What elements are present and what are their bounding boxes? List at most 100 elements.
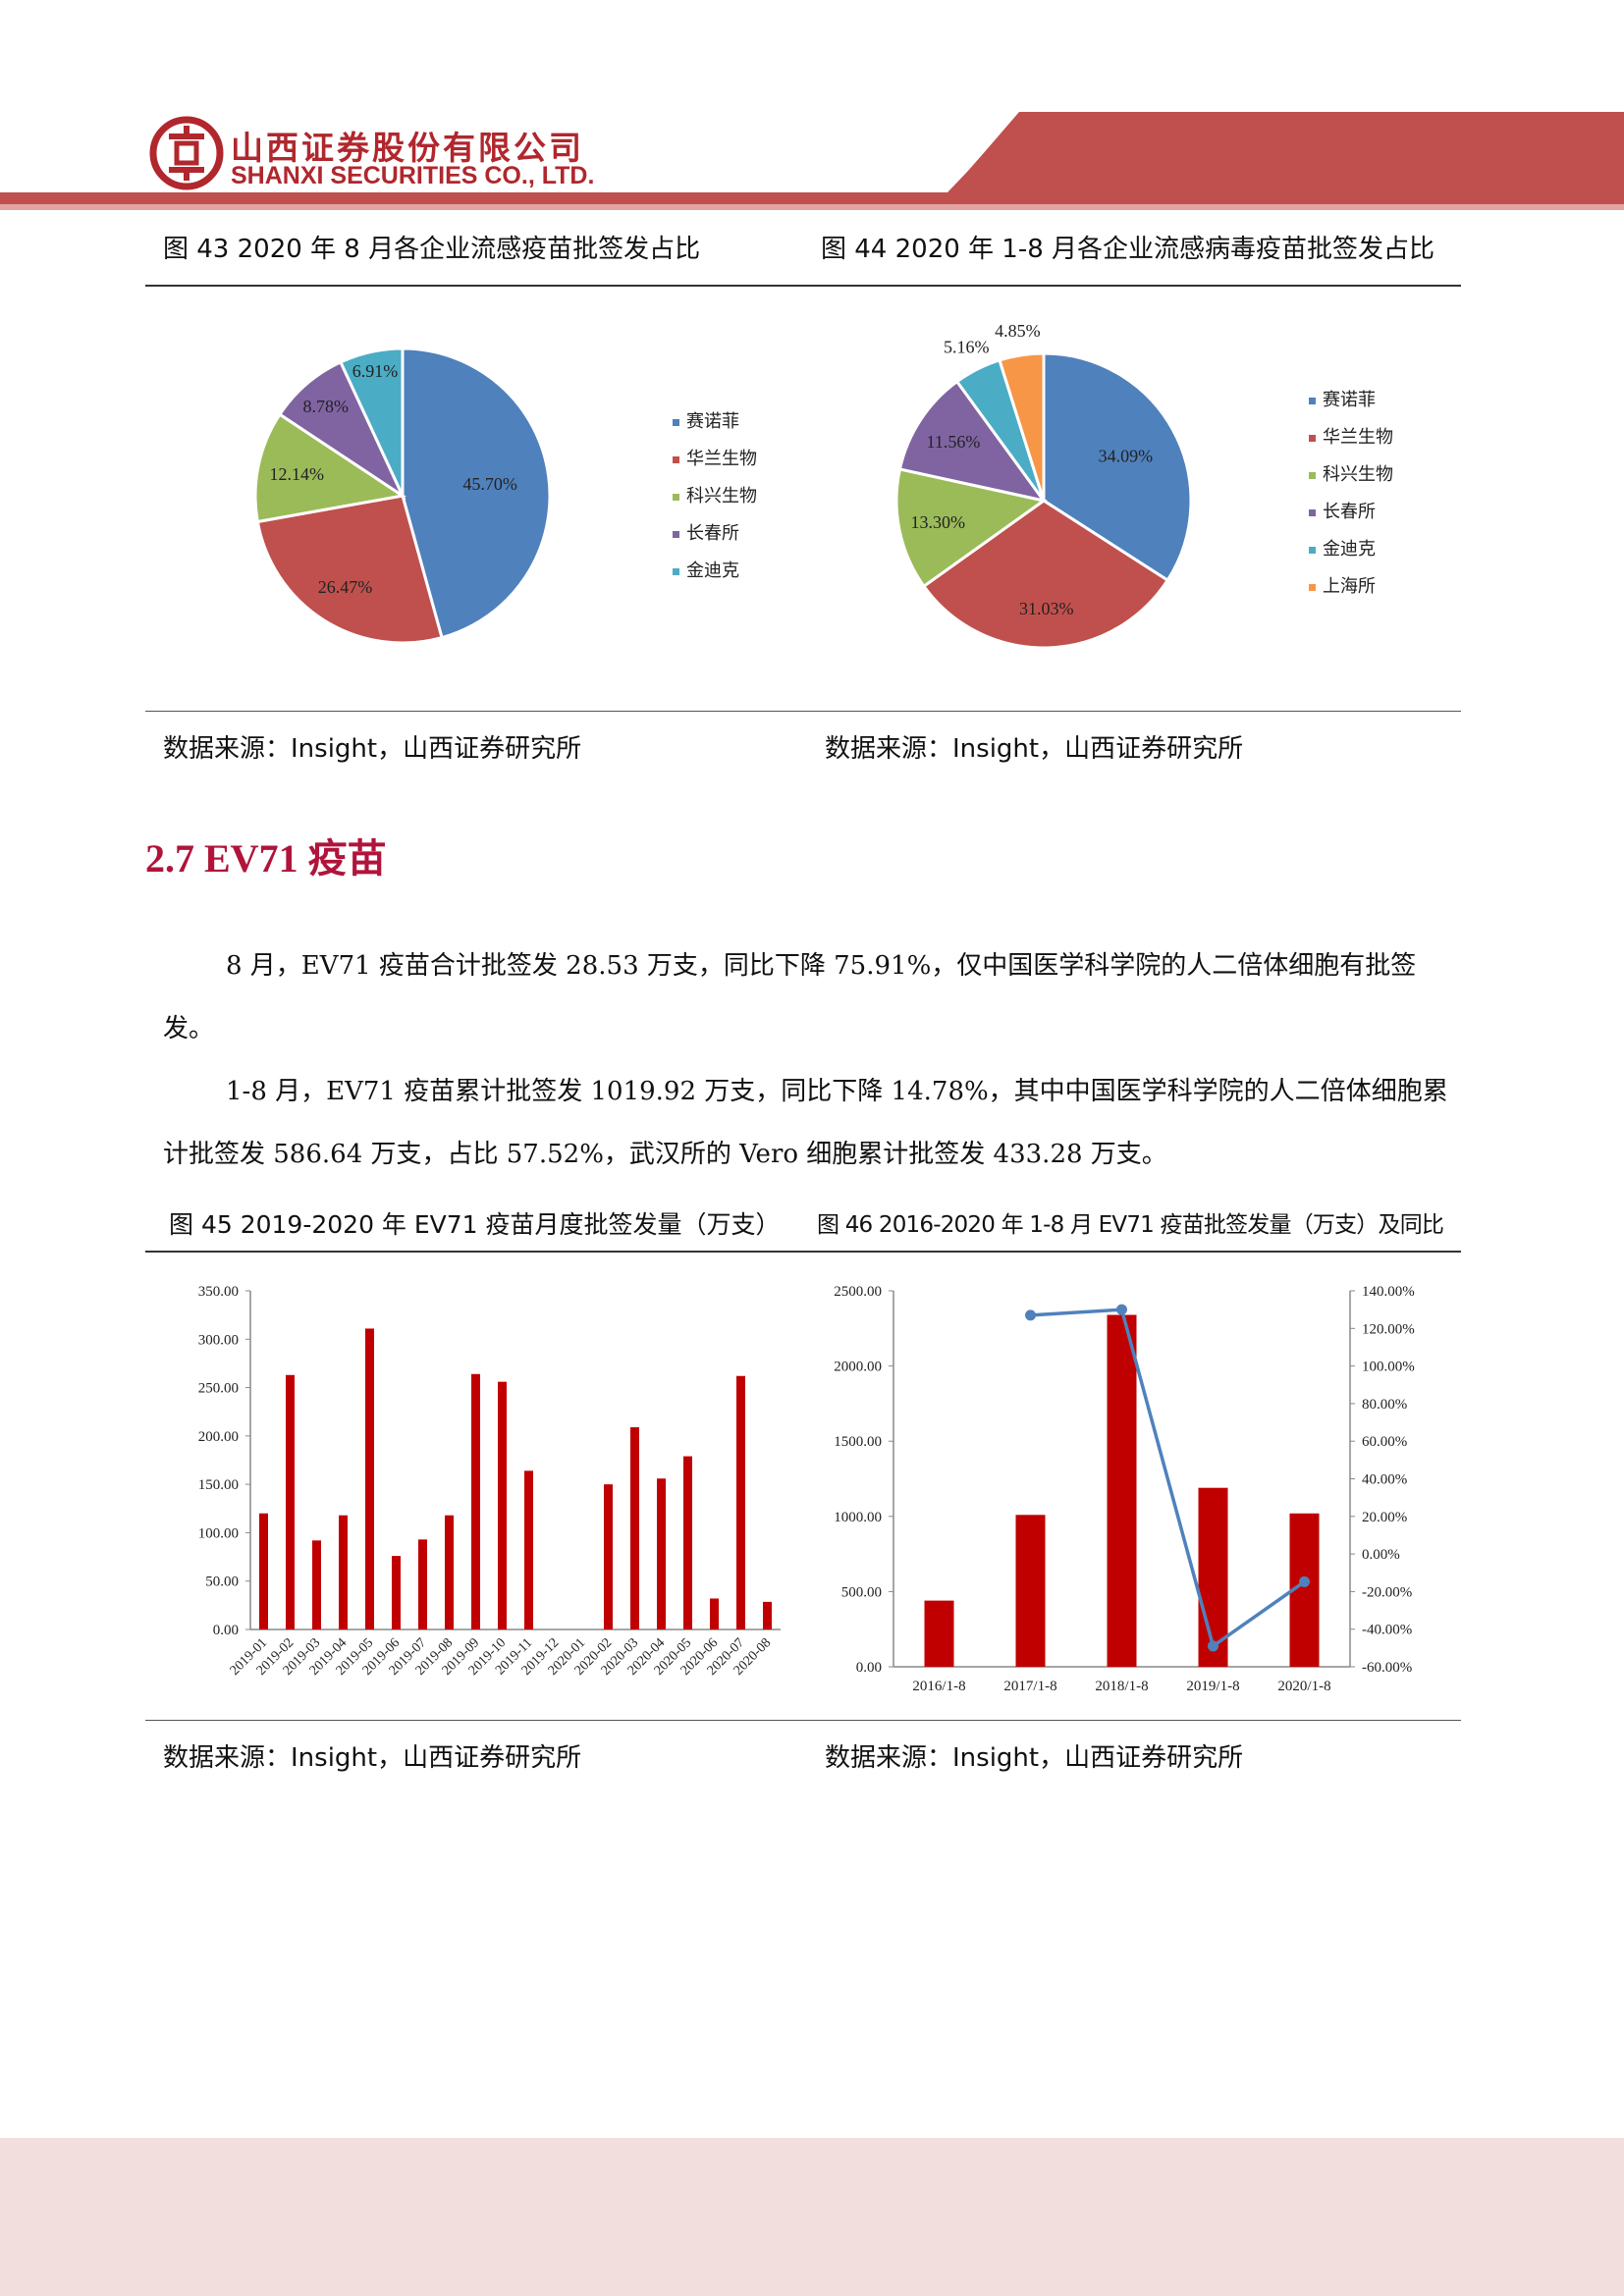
fig46-combo-chart: 0.00 500.00 1000.00 1500.00 2000.00 2500.00 -6…	[834, 1284, 1415, 1694]
bar	[312, 1540, 321, 1629]
company-name-cn: 山西证券股份有限公司	[231, 129, 584, 167]
legend-label: 长春所	[1323, 502, 1376, 521]
bar	[1107, 1314, 1137, 1667]
y-tick-label: 250.00	[198, 1381, 239, 1397]
legend-swatch	[1309, 398, 1316, 404]
y-tick-label: 150.00	[198, 1477, 239, 1493]
x-tick-label: 2016/1-8	[912, 1679, 965, 1694]
x-tick-label: 2018/1-8	[1095, 1679, 1148, 1694]
y-tick-label: 50.00	[205, 1575, 239, 1590]
fig46-source: 数据来源：Insight，山西证券研究所	[825, 1743, 1244, 1773]
pie-data-label: 34.09%	[1099, 446, 1154, 465]
bar	[286, 1374, 295, 1629]
pie-slice	[894, 467, 1048, 589]
pie-data-label: 8.78%	[303, 397, 350, 416]
pie-data-label: 12.14%	[270, 464, 325, 484]
pie-data-label: 45.70%	[462, 474, 517, 494]
header-band	[0, 112, 1624, 210]
fig44-source: 数据来源：Insight，山西证券研究所	[825, 734, 1244, 764]
legend-label: 科兴生物	[1323, 464, 1393, 484]
fig43-source: 数据来源：Insight，山西证券研究所	[163, 734, 582, 764]
line-point	[1116, 1304, 1127, 1315]
bar	[445, 1515, 454, 1629]
y2-tick-label: 120.00%	[1362, 1321, 1415, 1337]
legend-label: 华兰生物	[686, 449, 757, 468]
pie-slice	[277, 359, 406, 501]
y2-tick-label: -20.00%	[1362, 1584, 1412, 1600]
page-header: 山西证券股份有限公司 SHANXI SECURITIES CO., LTD.	[0, 0, 1624, 236]
pie-slice	[401, 347, 552, 640]
y2-tick-label: 100.00%	[1362, 1360, 1415, 1375]
bar	[763, 1601, 772, 1629]
pie-slice	[998, 351, 1046, 502]
bar	[657, 1478, 666, 1629]
y-tick-label: 350.00	[198, 1284, 239, 1300]
legend-swatch	[673, 531, 679, 538]
y2-tick-label: 60.00%	[1362, 1434, 1407, 1450]
y-tick-label: 1500.00	[834, 1434, 882, 1450]
paragraph-2: 1-8 月，EV71 疫苗累计批签发 1019.92 万支，同比下降 14.78…	[163, 1077, 1448, 1169]
y-tick-label: 1000.00	[834, 1510, 882, 1525]
legend-swatch	[673, 456, 679, 463]
y-tick-label: 100.00	[198, 1525, 239, 1541]
bar	[1015, 1515, 1046, 1667]
bar	[365, 1328, 374, 1629]
pie-data-label: 11.56%	[926, 432, 980, 452]
legend-swatch	[1309, 472, 1316, 479]
divider	[145, 1251, 1461, 1253]
bar	[471, 1373, 480, 1629]
footer-band	[0, 2138, 1624, 2296]
pie-data-label: 5.16%	[944, 338, 990, 357]
pie-data-label: 13.30%	[910, 512, 965, 532]
y2-tick-label: -60.00%	[1362, 1660, 1412, 1676]
bar	[524, 1470, 533, 1629]
pie-slice	[897, 379, 1048, 504]
legend-swatch	[1309, 509, 1316, 516]
pie-data-label: 4.85%	[995, 321, 1041, 341]
y-tick-label: 500.00	[841, 1584, 882, 1600]
x-tick-label: 2019/1-8	[1186, 1679, 1239, 1694]
bar	[339, 1515, 348, 1629]
legend-swatch	[1309, 435, 1316, 442]
paragraph-1: 8 月，EV71 疫苗合计批签发 28.53 万支，同比下降 75.91%，仅中…	[163, 951, 1417, 1043]
fig45-bar-chart: 0.00 50.00 100.00 150.00 200.00 250.00 300.00 3…	[198, 1284, 781, 1679]
y-tick-label: 2500.00	[834, 1284, 882, 1300]
bar	[924, 1600, 954, 1667]
fig46-title: 图 46 2016-2020 年 1-8 月 EV71 疫苗批签发量（万支）及同…	[817, 1212, 1444, 1238]
legend-label: 金迪克	[686, 561, 739, 580]
pie-slice	[253, 412, 406, 524]
line-point	[1299, 1575, 1310, 1587]
y2-tick-label: 140.00%	[1362, 1284, 1415, 1300]
bar	[1198, 1487, 1228, 1667]
fig44-title: 图 44 2020 年 1-8 月各企业流感病毒疫苗批签发占比	[821, 235, 1435, 264]
bar	[736, 1375, 745, 1629]
bar	[392, 1556, 401, 1629]
pie-slice	[921, 499, 1170, 650]
pie-slice	[255, 494, 444, 645]
bar	[683, 1456, 692, 1629]
legend-label: 金迪克	[1323, 539, 1376, 559]
legend-swatch	[1309, 584, 1316, 591]
y-tick-label: 300.00	[198, 1332, 239, 1348]
company-name-en: SHANXI SECURITIES CO., LTD.	[231, 162, 595, 189]
y2-tick-label: -40.00%	[1362, 1623, 1412, 1638]
x-tick-label: 2017/1-8	[1003, 1679, 1056, 1694]
divider	[145, 1720, 1461, 1721]
y-tick-label: 200.00	[198, 1429, 239, 1445]
bar	[418, 1539, 427, 1629]
bar	[630, 1426, 639, 1629]
fig43-pie-chart: 45.70% 26.47% 12.14% 8.78%6.91% 赛诺菲华兰生物科兴生物长…	[253, 347, 757, 645]
y-tick-label: 0.00	[213, 1623, 239, 1638]
bar	[710, 1598, 719, 1629]
legend-swatch	[673, 419, 679, 426]
company-logo	[149, 116, 224, 190]
y2-tick-label: 80.00%	[1362, 1397, 1407, 1413]
y2-tick-label: 0.00%	[1362, 1547, 1400, 1563]
section-heading: 2.7 EV71 疫苗	[145, 836, 387, 881]
legend-swatch	[673, 568, 679, 575]
fig45-source: 数据来源：Insight，山西证券研究所	[163, 1743, 582, 1773]
legend-label: 上海所	[1323, 576, 1376, 596]
y-tick-label: 2000.00	[834, 1360, 882, 1375]
legend-swatch	[1309, 547, 1316, 554]
bar	[604, 1484, 613, 1629]
